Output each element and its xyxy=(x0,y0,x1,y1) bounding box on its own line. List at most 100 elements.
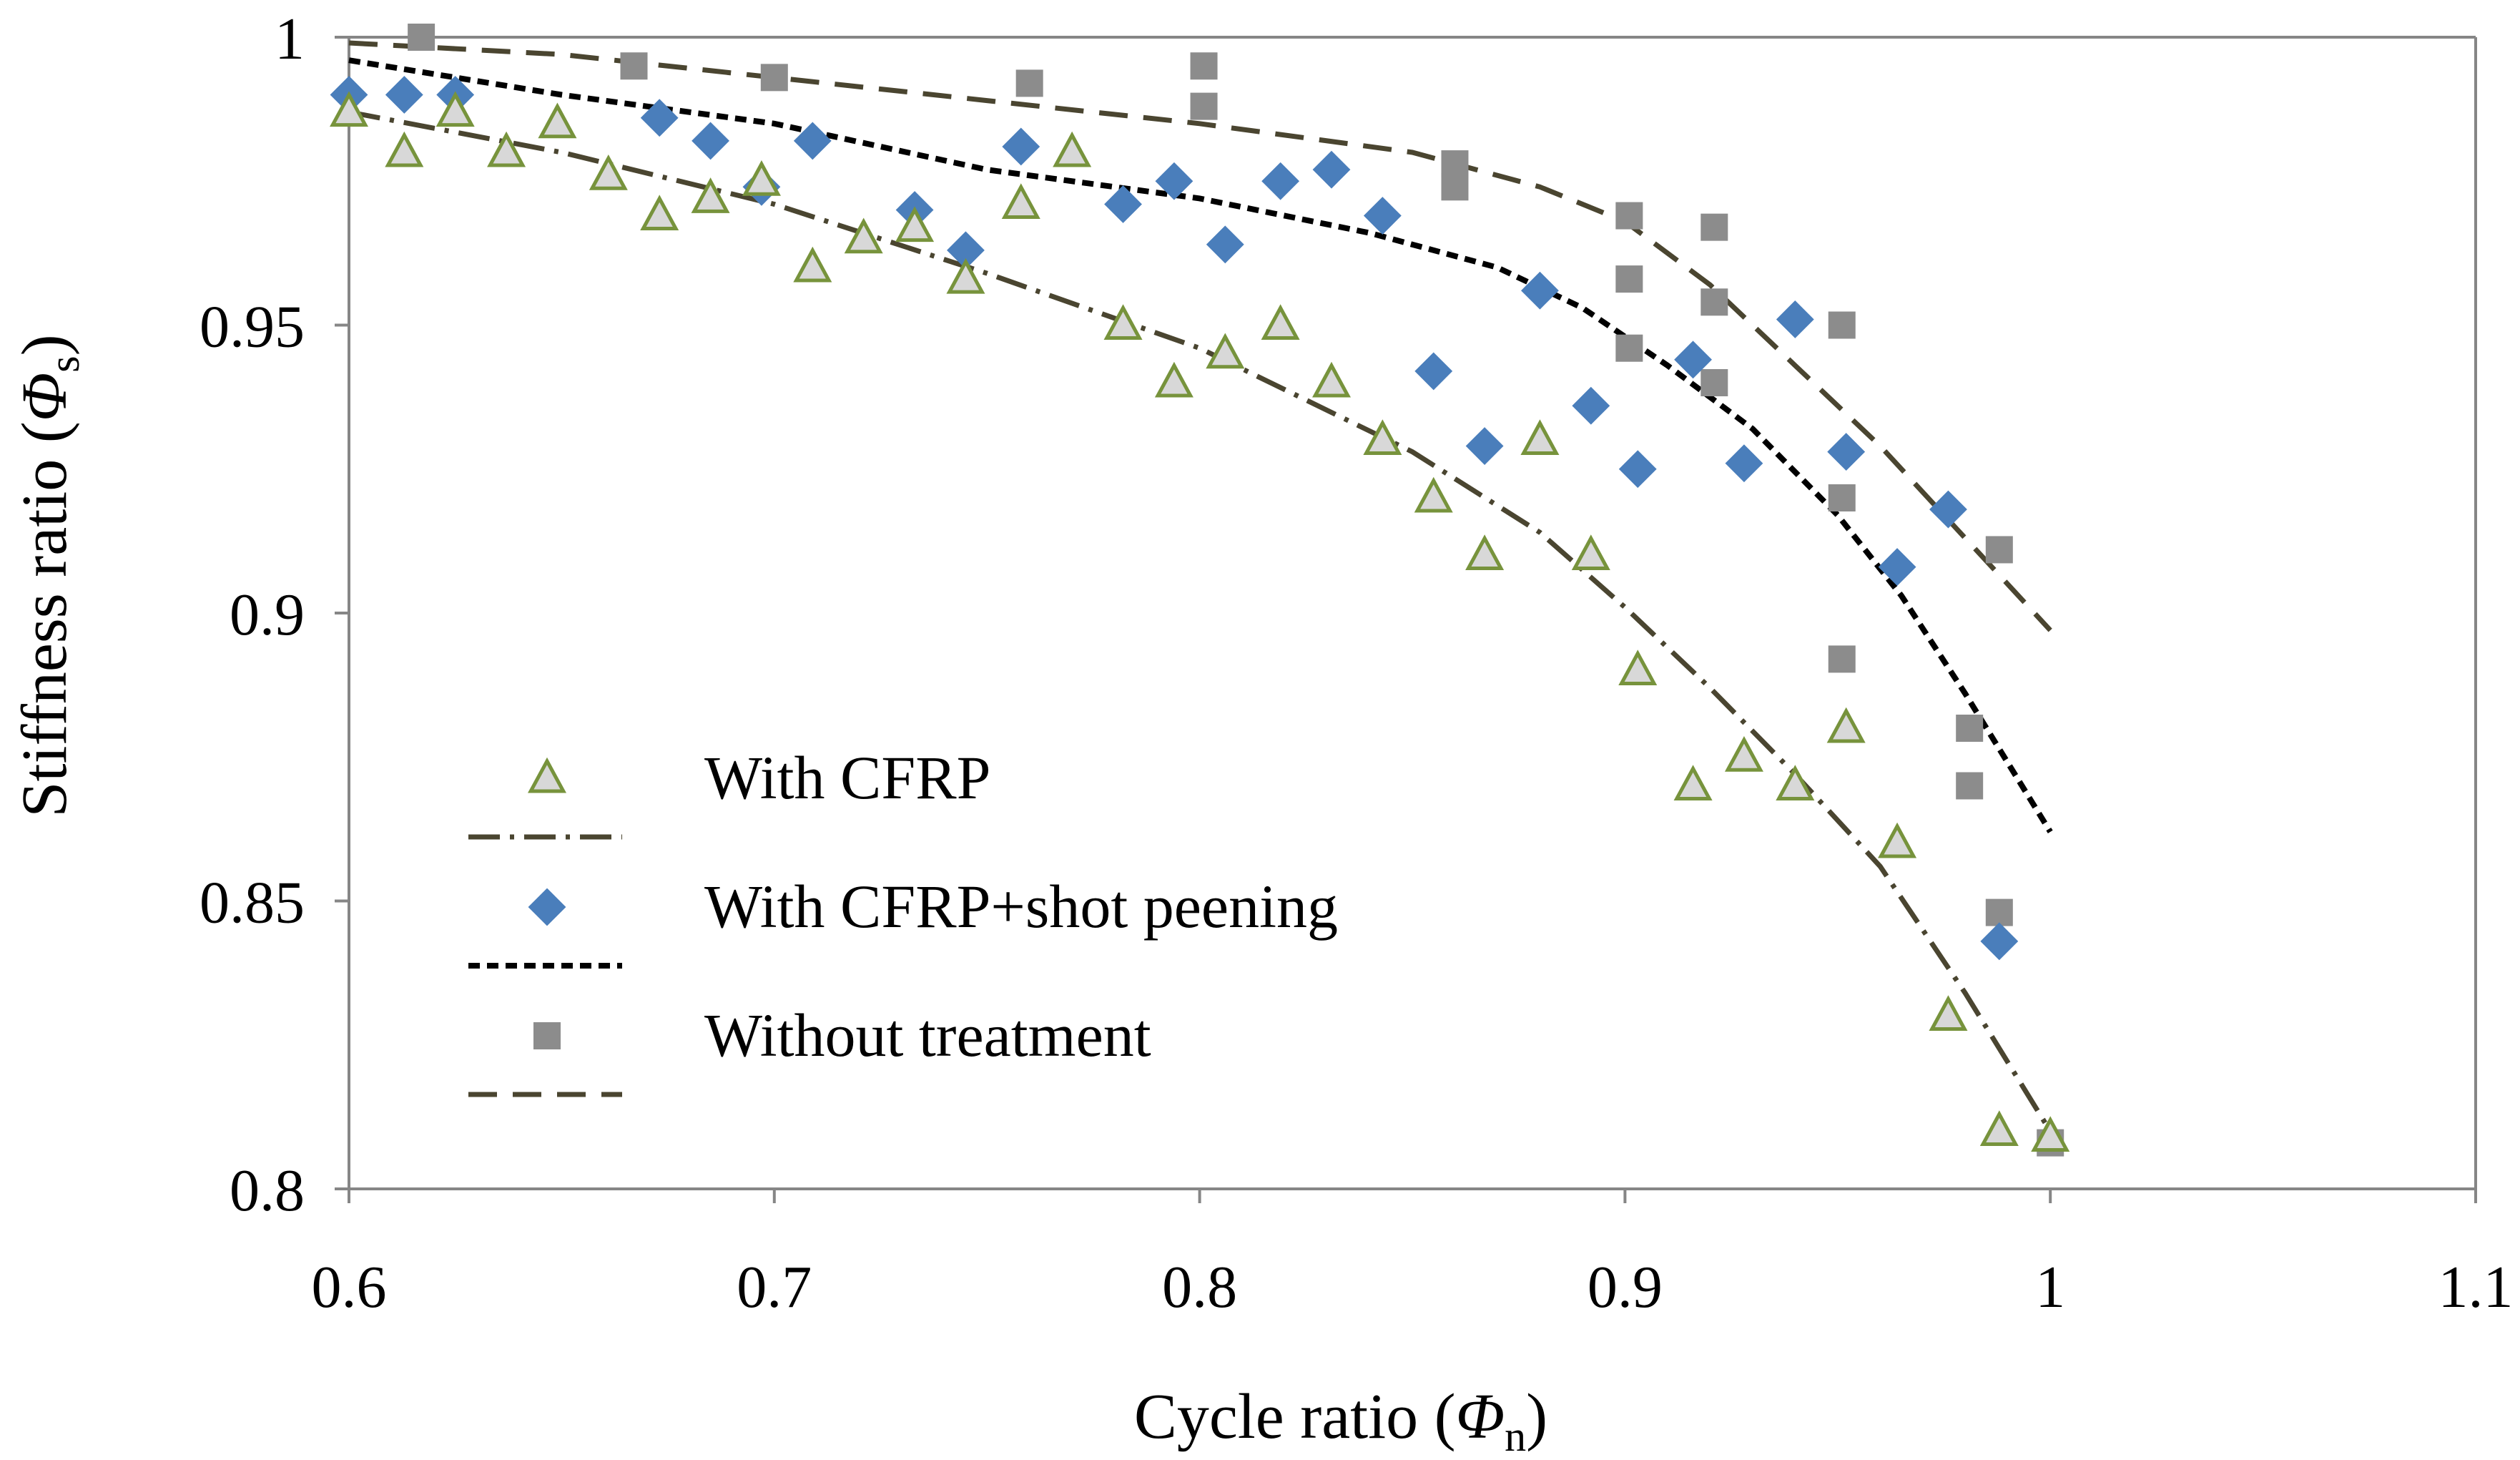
y-tick-label: 0.85 xyxy=(200,870,305,936)
x-axis-title-symbol: Φ xyxy=(1456,1381,1505,1452)
x-axis-title-suffix: ) xyxy=(1526,1381,1547,1452)
cfrp-shot-peening-point xyxy=(793,122,832,160)
cfrp-point xyxy=(691,177,730,213)
y-axis-title-suffix: ) xyxy=(9,334,80,356)
cfrp-shot-peening-point xyxy=(1002,127,1040,166)
cfrp-point xyxy=(1001,183,1040,219)
untreated-point xyxy=(1700,369,1728,396)
x-tick-label: 0.8 xyxy=(1162,1254,1237,1321)
y-axis-title-subscript: s xyxy=(41,356,88,372)
x-axis-title: Cycle ratio (Φn) xyxy=(1134,1381,1547,1460)
x-tick-label: 0.6 xyxy=(312,1254,387,1321)
cfrp-point xyxy=(1979,1110,2019,1146)
cfrp-point xyxy=(640,195,679,231)
cfrp-point xyxy=(1311,361,1351,398)
untreated-point xyxy=(1441,150,1469,178)
cfrp-shot-peening-point xyxy=(1521,271,1559,310)
legend-label: Without treatment xyxy=(704,1001,1151,1069)
cfrp-shot-peening-point xyxy=(1776,300,1814,338)
untreated-point xyxy=(1615,265,1643,293)
untreated-point xyxy=(1190,92,1218,120)
cfrp-shot-peening-point xyxy=(385,76,423,114)
x-axis: 0.6 0.7 0.8 0.9 1 1.1 xyxy=(312,1189,2514,1321)
cfrp-point xyxy=(1206,333,1245,369)
untreated-point xyxy=(1700,288,1728,316)
cfrp-shot-peening-point xyxy=(691,122,729,160)
cfrp-point xyxy=(435,91,475,127)
untreated-point xyxy=(408,24,435,51)
y-axis-title: Stiffness ratio (Φs) xyxy=(9,334,88,817)
cfrp-point xyxy=(1776,765,1815,800)
untreated-point xyxy=(1985,898,2013,926)
y-tick-label: 0.9 xyxy=(230,582,305,648)
cfrp-shot-peening-point xyxy=(1261,162,1300,200)
cfrp-fit-line xyxy=(348,109,2053,1133)
untreated-point xyxy=(1441,173,1469,201)
cfrp-shot-peening-point xyxy=(1618,450,1657,489)
cfrp-point xyxy=(1571,534,1610,570)
legend-untreated-point-marker xyxy=(533,1022,561,1049)
cfrp-point xyxy=(487,131,526,167)
y-tick-label: 0.8 xyxy=(230,1157,305,1224)
cfrp-point xyxy=(2031,1116,2070,1152)
cfrp-point xyxy=(589,154,628,190)
cfrp-shot-peening-point xyxy=(1155,162,1193,200)
x-tick-label: 0.7 xyxy=(737,1254,812,1321)
untreated-point xyxy=(1615,202,1643,230)
legend-label: With CFRP xyxy=(704,743,990,812)
y-axis: 0.8 0.85 0.9 0.95 1 xyxy=(200,6,349,1224)
untreated-point xyxy=(1985,536,2013,564)
data-points xyxy=(329,24,2070,1157)
y-tick-label: 0.95 xyxy=(200,294,305,361)
cfrp-point xyxy=(1154,361,1193,398)
untreated-point xyxy=(1956,715,1984,742)
untreated-point xyxy=(1828,645,1856,673)
cfrp-shot-peening-point xyxy=(1312,150,1351,189)
cfrp-shot-peening-point xyxy=(1363,197,1402,235)
cfrp-point xyxy=(1673,765,1713,800)
y-axis-title-prefix: Stiffness ratio ( xyxy=(9,421,80,817)
cfrp-shot-peening-point xyxy=(1725,444,1763,483)
cfrp-point xyxy=(1053,131,1092,167)
untreated-point xyxy=(1828,484,1856,511)
cfrp-point xyxy=(538,102,577,139)
cfrp-point xyxy=(1261,304,1300,340)
cfrp-point xyxy=(895,206,935,242)
cfrp-point xyxy=(329,91,369,127)
cfrp-shot-peening-point xyxy=(1827,433,1866,471)
cfrp-shot-peening-point xyxy=(1980,922,2019,961)
cfrp-point xyxy=(946,258,985,294)
cfrp-point xyxy=(1414,476,1453,513)
cfrp-point xyxy=(1929,995,1968,1031)
legend: With CFRP With CFRP+shot peening Without t… xyxy=(468,743,1338,1097)
x-tick-label: 0.9 xyxy=(1588,1254,1663,1321)
legend-cfrp-shot-peening-point-marker xyxy=(528,888,566,926)
untreated-point xyxy=(1828,311,1856,339)
untreated-point xyxy=(1015,69,1043,97)
cfrp-point xyxy=(385,131,424,167)
untreated-point xyxy=(1190,52,1218,80)
cfrp-shot-peening-point xyxy=(1929,490,1967,529)
cfrp-shot-peening-point xyxy=(1465,427,1504,465)
untreated-point xyxy=(1615,334,1643,362)
untreated-point xyxy=(1700,213,1728,241)
x-tick-label: 1 xyxy=(2035,1254,2065,1321)
cfrp-point xyxy=(1465,534,1505,570)
cfrp-shot-peening-point xyxy=(1572,386,1610,425)
untreated-point xyxy=(620,52,648,80)
cfrp-shot-peening-point xyxy=(1674,340,1712,379)
y-axis-title-symbol: Φ xyxy=(9,373,80,422)
cfrp-point xyxy=(1520,419,1560,455)
cfrp-shot-peening-point xyxy=(1878,548,1916,587)
x-tick-label: 1.1 xyxy=(2438,1254,2514,1321)
cfrp-shot-peening-point xyxy=(1414,352,1453,391)
cfrp-shot-peening-point xyxy=(640,99,679,137)
untreated-point xyxy=(1956,772,1984,800)
legend-cfrp-point-marker xyxy=(527,757,567,793)
cfrp-point xyxy=(844,217,883,254)
cfrp-point xyxy=(1363,419,1402,455)
cfrp-point xyxy=(793,246,832,283)
cfrp-point xyxy=(1618,650,1658,685)
